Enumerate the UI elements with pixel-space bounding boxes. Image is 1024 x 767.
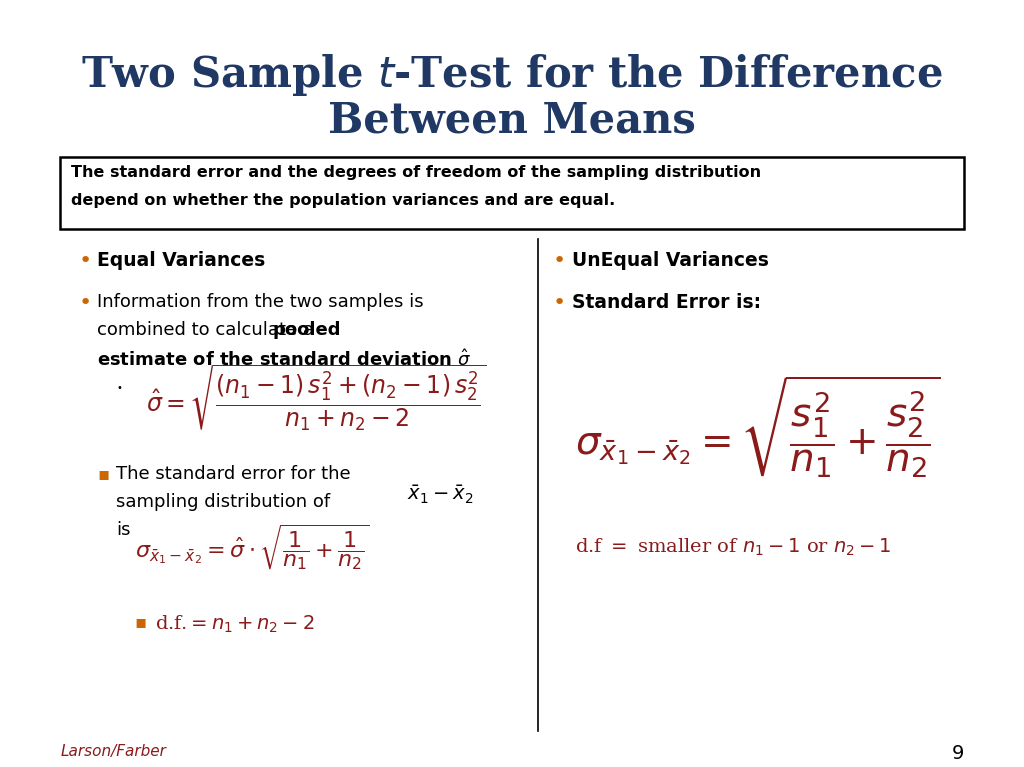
Text: •: • (116, 383, 122, 393)
Text: estimate of the standard deviation $\hat{\sigma}$: estimate of the standard deviation $\hat… (97, 349, 472, 370)
Text: combined to calculate a: combined to calculate a (97, 321, 321, 339)
Text: 9: 9 (951, 744, 964, 762)
Text: •: • (553, 293, 566, 313)
Text: $\sigma_{\bar{x}_1-\bar{x}_2} = \sqrt{\dfrac{s_1^2}{n_1}+\dfrac{s_2^2}{n_2}}$: $\sigma_{\bar{x}_1-\bar{x}_2} = \sqrt{\d… (575, 374, 941, 481)
Text: Standard Error is:: Standard Error is: (571, 293, 761, 312)
Text: $\sigma_{\bar{x}_1-\bar{x}_2} = \hat{\sigma}\cdot\sqrt{\dfrac{1}{n_1}+\dfrac{1}{: $\sigma_{\bar{x}_1-\bar{x}_2} = \hat{\si… (135, 522, 370, 571)
Text: UnEqual Variances: UnEqual Variances (571, 251, 769, 269)
Text: •: • (79, 251, 92, 271)
Text: Between Means: Between Means (328, 100, 696, 141)
Text: Larson/Farber: Larson/Farber (60, 744, 166, 759)
Text: Two Sample $\mathit{t}$-Test for the Difference: Two Sample $\mathit{t}$-Test for the Dif… (81, 51, 943, 97)
Text: ▪: ▪ (97, 466, 110, 483)
Text: $\bar{x}_1 - \bar{x}_2$: $\bar{x}_1 - \bar{x}_2$ (408, 484, 474, 506)
Text: Information from the two samples is: Information from the two samples is (97, 293, 424, 311)
Text: d.f $=$ smaller of $n_1 - 1$ or $n_2 - 1$: d.f $=$ smaller of $n_1 - 1$ or $n_2 - 1… (575, 536, 892, 558)
Text: pooled: pooled (272, 321, 341, 339)
Text: Equal Variances: Equal Variances (97, 251, 265, 269)
Text: d.f.$= n_1 + n_2 - 2$: d.f.$= n_1 + n_2 - 2$ (156, 614, 314, 635)
Bar (60, 157, 964, 229)
Text: is: is (116, 521, 131, 539)
Text: ▪: ▪ (135, 614, 147, 631)
Text: •: • (553, 251, 566, 271)
Text: The standard error and the degrees of freedom of the sampling distribution: The standard error and the degrees of fr… (72, 165, 762, 180)
Text: •: • (79, 293, 92, 313)
Text: sampling distribution of: sampling distribution of (116, 493, 331, 511)
Text: $\hat{\sigma} = \sqrt{\dfrac{(n_1-1)\,s_1^2+(n_2-1)\,s_2^2}{n_1+n_2-2}}$: $\hat{\sigma} = \sqrt{\dfrac{(n_1-1)\,s_… (146, 363, 486, 433)
Text: The standard error for the: The standard error for the (116, 466, 351, 483)
Text: depend on whether the population variances and are equal.: depend on whether the population varianc… (72, 193, 615, 208)
